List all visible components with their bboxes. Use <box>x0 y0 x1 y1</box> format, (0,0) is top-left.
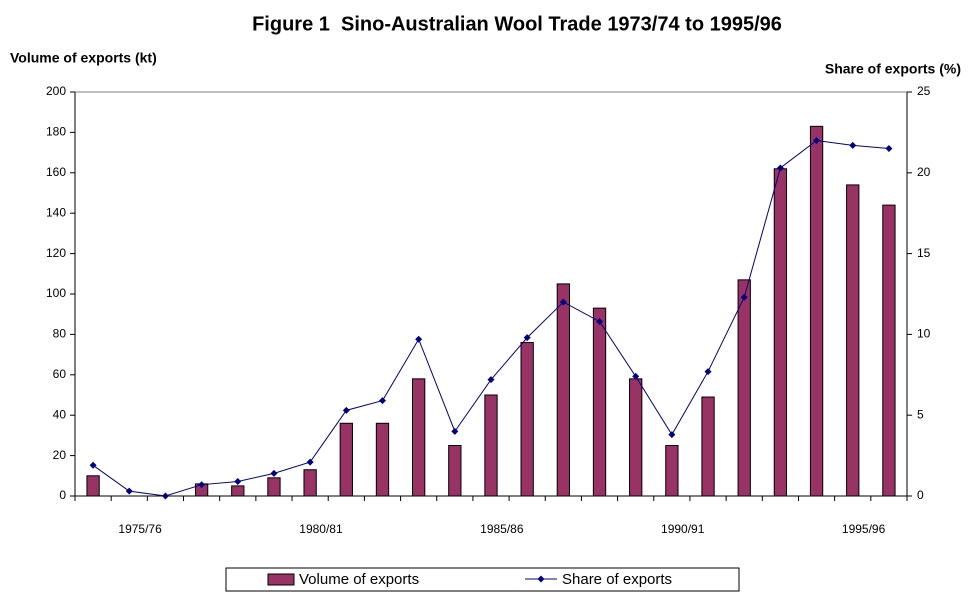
y-tick-label: 200 <box>46 84 66 98</box>
bar <box>448 445 462 497</box>
marker <box>776 164 784 172</box>
bar <box>629 378 643 497</box>
legend-swatch <box>537 575 545 583</box>
marker <box>306 458 314 466</box>
marker <box>596 317 604 325</box>
marker <box>740 293 748 301</box>
marker <box>849 141 857 149</box>
x-tick-label: 1975/76 <box>118 522 162 536</box>
bar <box>303 469 317 497</box>
legend-label: Share of exports <box>562 571 672 588</box>
chart-title: Figure 1 Sino-Australian Wool Trade 1973… <box>252 13 782 35</box>
y2-tick-label: 15 <box>917 246 931 260</box>
y-tick-label: 120 <box>46 246 66 260</box>
y-tick-label: 20 <box>53 448 67 462</box>
y2-tick-label: 0 <box>917 488 924 502</box>
bar <box>484 394 498 497</box>
x-tick-label: 1985/86 <box>480 522 524 536</box>
x-tick-label: 1980/81 <box>299 522 343 536</box>
legend-swatch <box>267 573 295 586</box>
y-tick-label: 60 <box>53 367 67 381</box>
bar <box>520 341 534 497</box>
marker <box>487 376 495 384</box>
y-tick-label: 80 <box>53 327 67 341</box>
bar <box>846 184 860 497</box>
marker <box>523 334 531 342</box>
y-tick-label: 140 <box>46 205 66 219</box>
bar <box>592 307 607 497</box>
marker <box>234 477 242 485</box>
marker <box>632 372 640 380</box>
bar <box>737 279 751 497</box>
x-tick-label: 1990/91 <box>661 522 705 536</box>
marker <box>270 469 278 477</box>
marker <box>378 397 386 405</box>
marker <box>342 406 350 414</box>
y2-tick-label: 5 <box>917 407 924 421</box>
y-tick-label: 160 <box>46 165 66 179</box>
marker <box>451 427 459 435</box>
bar <box>556 283 570 497</box>
y2-axis-title: Share of exports (%) <box>825 61 961 77</box>
marker <box>161 492 169 500</box>
y-tick-label: 100 <box>46 286 66 300</box>
bar <box>882 204 896 497</box>
bar <box>267 477 281 497</box>
marker <box>559 298 567 306</box>
y-tick-label: 40 <box>53 407 67 421</box>
marker <box>415 335 423 343</box>
bar <box>665 445 679 497</box>
y-axis-title: Volume of exports (kt) <box>10 50 157 66</box>
bar <box>375 422 390 497</box>
y-tick-label: 0 <box>59 488 66 502</box>
y2-tick-label: 25 <box>917 84 931 98</box>
bar <box>86 475 100 497</box>
y-tick-label: 180 <box>46 125 66 139</box>
marker <box>198 481 206 489</box>
bar <box>809 125 824 497</box>
marker <box>125 487 133 495</box>
bar <box>231 485 245 497</box>
marker <box>813 136 821 144</box>
legend-label: Volume of exports <box>299 571 419 588</box>
bar <box>773 168 788 497</box>
y2-tick-label: 20 <box>917 165 931 179</box>
marker <box>668 431 676 439</box>
y2-tick-label: 10 <box>917 327 931 341</box>
legend <box>225 567 740 592</box>
marker <box>89 461 97 469</box>
x-tick-label: 1995/96 <box>842 522 886 536</box>
bar <box>701 396 715 497</box>
marker <box>885 145 893 153</box>
bar <box>339 422 353 497</box>
marker <box>704 368 712 376</box>
bar <box>412 378 426 497</box>
